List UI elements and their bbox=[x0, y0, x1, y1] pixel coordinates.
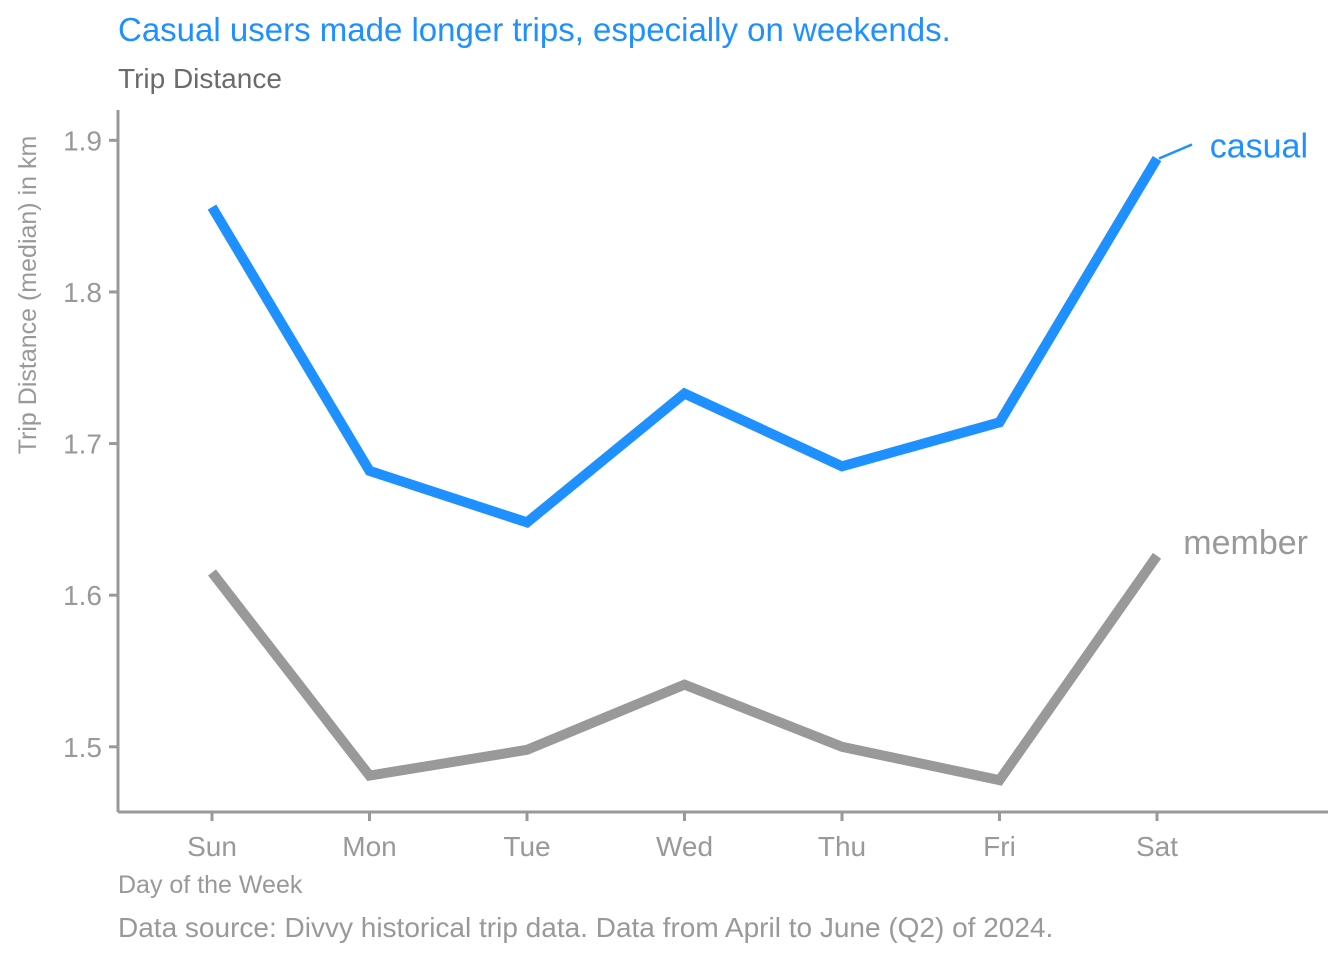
chart-title: Casual users made longer trips, especial… bbox=[118, 11, 951, 48]
y-tick-label: 1.7 bbox=[63, 429, 102, 460]
y-axis-title: Trip Distance (median) in km bbox=[14, 136, 42, 455]
series-labels: casual member bbox=[1158, 128, 1308, 562]
x-tick-label-thu: Thu bbox=[818, 831, 866, 862]
axes bbox=[116, 110, 1328, 814]
series-line-casual bbox=[207, 155, 1162, 529]
x-tick-label-tue: Tue bbox=[503, 831, 550, 862]
series-label-casual: casual bbox=[1210, 128, 1308, 166]
x-tick-label-wed: Wed bbox=[656, 831, 713, 862]
y-ticks: 1.5 1.6 1.7 1.8 1.9 bbox=[63, 125, 118, 763]
x-tick-label-mon: Mon bbox=[342, 831, 396, 862]
chart-caption: Data source: Divvy historical trip data.… bbox=[118, 912, 1053, 943]
y-tick-label: 1.8 bbox=[63, 277, 102, 308]
series-label-member: member bbox=[1183, 524, 1308, 562]
x-ticks: Sun Mon Tue Wed Thu Fri Sat bbox=[187, 812, 1178, 862]
y-tick-label: 1.6 bbox=[63, 580, 102, 611]
x-tick-label-sun: Sun bbox=[187, 831, 237, 862]
x-tick-label-fri: Fri bbox=[983, 831, 1016, 862]
y-tick-label: 1.9 bbox=[63, 125, 102, 156]
y-tick-label: 1.5 bbox=[63, 732, 102, 763]
x-axis-title: Day of the Week bbox=[118, 871, 303, 899]
series-line-member bbox=[208, 552, 1162, 786]
series-lines bbox=[207, 155, 1162, 786]
x-tick-label-sat: Sat bbox=[1136, 831, 1178, 862]
chart-subtitle: Trip Distance bbox=[118, 63, 282, 94]
series-label-leader-casual bbox=[1158, 143, 1193, 160]
